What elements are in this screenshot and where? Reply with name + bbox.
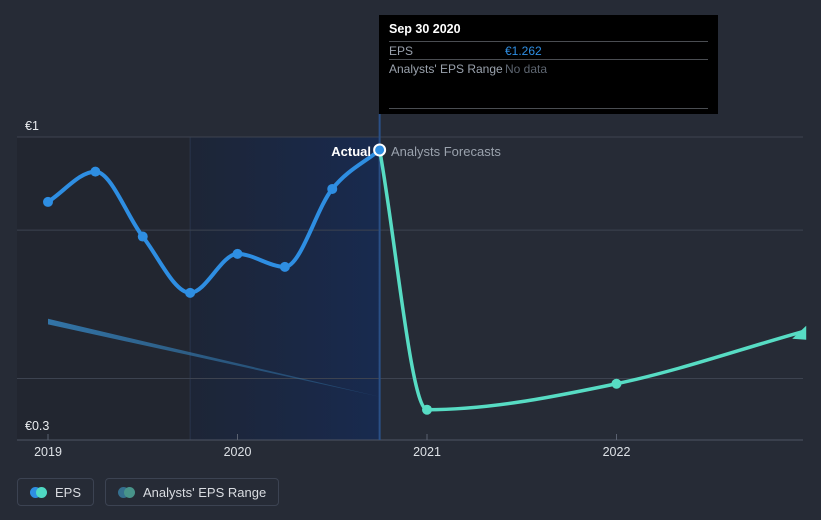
tooltip-date: Sep 30 2020 [389, 15, 708, 42]
eps-data-point[interactable] [327, 183, 338, 194]
actual-label: Actual [331, 144, 371, 159]
eps-dot-teal-icon [36, 486, 47, 498]
tooltip-spacer [389, 77, 708, 109]
forecast-eps-line[interactable] [377, 148, 804, 412]
tooltip-eps-label: EPS [389, 43, 414, 58]
chart-legend: EPS Analysts' EPS Range [17, 478, 280, 506]
selected-data-point[interactable] [373, 143, 387, 157]
legend-toggle-eps[interactable]: EPS [17, 478, 95, 506]
eps-data-point[interactable] [90, 166, 101, 177]
eps-legend-icon [30, 486, 47, 498]
analysts-forecasts-label: Analysts Forecasts [391, 144, 501, 159]
y-axis-label-min: €0.3 [25, 419, 50, 433]
forecast-data-point[interactable] [422, 404, 432, 415]
tooltip-row-eps: EPS €1.262 [389, 42, 708, 60]
legend-toggle-analysts-eps-range[interactable]: Analysts' EPS Range [105, 478, 280, 506]
x-tick-label: 2021 [413, 445, 441, 459]
eps-data-point[interactable] [185, 287, 196, 298]
eps-data-point[interactable] [232, 248, 243, 259]
eps-data-point[interactable] [279, 261, 290, 272]
eps-data-point[interactable] [137, 231, 148, 242]
legend-eps-label: EPS [55, 484, 82, 500]
highlighted-period-band [190, 137, 380, 440]
y-axis-label-max: €1 [25, 119, 39, 133]
analysts-range-legend-icon [118, 486, 136, 498]
tooltip-row-range: Analysts' EPS Range No data [389, 60, 708, 77]
analysts-eps-range-band[interactable] [48, 318, 380, 397]
forecast-end-arrow-icon [792, 325, 807, 340]
x-tick-label: 2019 [34, 445, 62, 459]
x-tick-label: 2022 [602, 445, 631, 459]
tooltip-eps-value: €1.262 [505, 43, 542, 58]
x-tick-label: 2020 [223, 445, 252, 459]
legend-range-label: Analysts' EPS Range [143, 484, 267, 500]
range-dot-blue-icon [118, 486, 130, 498]
range-dot-teal-icon [124, 486, 136, 498]
chart-tooltip: Sep 30 2020 EPS €1.262 Analysts' EPS Ran… [379, 15, 718, 114]
actual-eps-line[interactable] [46, 147, 382, 295]
eps-data-point[interactable] [43, 196, 53, 207]
forecast-data-point[interactable] [611, 378, 622, 389]
eps-dot-blue-icon [30, 486, 41, 498]
tooltip-range-value: No data [505, 61, 548, 76]
tooltip-range-label: Analysts' EPS Range [389, 61, 503, 76]
